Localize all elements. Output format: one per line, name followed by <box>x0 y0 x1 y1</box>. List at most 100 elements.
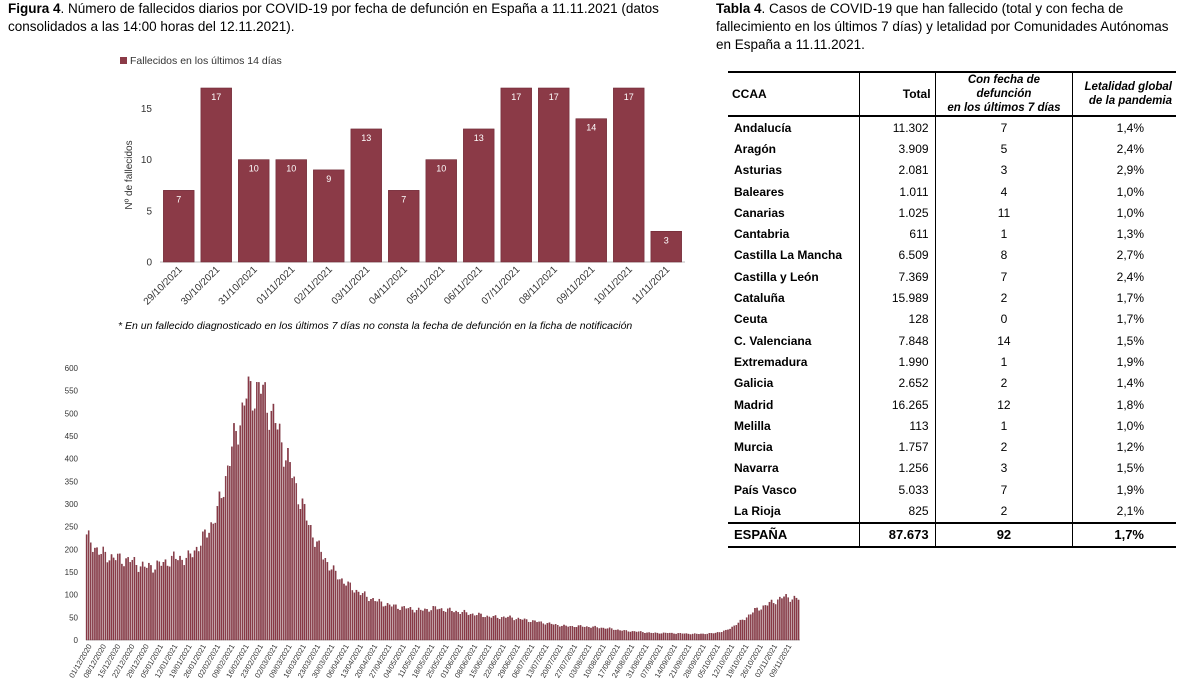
daily-bar <box>629 631 632 641</box>
table-caption-label: Tabla 4 <box>716 1 762 16</box>
daily-bar <box>610 628 613 641</box>
daily-bar <box>669 632 671 641</box>
cell-letalidad: 1,9% <box>1116 354 1144 369</box>
daily-bar <box>206 537 208 641</box>
daily-bar <box>461 612 464 641</box>
cell-ccaa: Murcia <box>728 436 861 458</box>
daily-bar <box>783 596 785 641</box>
daily-bar <box>523 618 526 641</box>
cell-ccaa: Canarias <box>728 202 861 224</box>
header-last7: Con fecha de defunción en los últimos 7 d… <box>935 72 1074 116</box>
x-tick-label: 04/11/2021 <box>367 264 410 307</box>
cell-letalidad: 1,5% <box>1116 461 1144 476</box>
daily-bar <box>766 605 769 641</box>
daily-bar <box>243 405 246 641</box>
x-tick-label: 09/11/2021 <box>555 264 598 307</box>
cell-last7: 1 <box>935 351 1074 373</box>
daily-bar <box>212 523 215 641</box>
daily-bar <box>428 611 430 641</box>
daily-bar <box>343 583 345 641</box>
daily-bar <box>160 565 163 641</box>
daily-bar <box>222 496 225 641</box>
figure-caption-label: Figura 4 <box>8 1 61 16</box>
data-label: 17 <box>624 92 634 102</box>
daily-bar <box>530 622 532 641</box>
daily-bar <box>540 621 542 641</box>
daily-bar <box>390 606 393 641</box>
daily-bar <box>473 615 476 641</box>
daily-bar <box>114 560 117 641</box>
daily-bar <box>432 606 435 641</box>
daily-bar <box>332 565 335 641</box>
cell-letalidad: 2,1% <box>1116 503 1144 518</box>
daily-bar <box>691 633 694 641</box>
cell-total: 2.081 <box>859 159 936 181</box>
daily-bar <box>646 632 648 641</box>
daily-bar <box>770 599 773 641</box>
daily-bar <box>658 633 661 641</box>
cell-last7: 12 <box>935 393 1074 416</box>
daily-bar <box>185 557 188 641</box>
x-tick-label: 07/11/2021 <box>480 264 523 307</box>
daily-bar <box>608 627 611 641</box>
daily-bar <box>762 605 765 641</box>
daily-bar <box>345 585 347 641</box>
daily-bar <box>258 382 260 641</box>
daily-bar <box>96 547 98 641</box>
daily-bar <box>650 632 652 641</box>
daily-bar <box>484 617 486 641</box>
bar <box>388 190 420 263</box>
daily-bar <box>492 616 495 641</box>
cell-ccaa: País Vasco <box>728 479 861 501</box>
daily-bar <box>723 630 725 641</box>
bar <box>650 230 682 263</box>
cell-last7: 5 <box>935 138 1074 160</box>
daily-bar <box>517 617 520 641</box>
daily-bar <box>532 620 534 641</box>
daily-bar <box>687 633 690 641</box>
bar <box>275 159 307 263</box>
x-tick-label: 06/11/2021 <box>442 264 485 307</box>
daily-bar <box>602 627 605 641</box>
daily-bar <box>249 381 252 641</box>
cell-ccaa: Castilla La Mancha <box>728 244 861 267</box>
table-row: La Rioja 825 2 2,1% <box>728 500 1176 523</box>
daily-bar <box>328 570 331 641</box>
daily-bar <box>527 621 530 641</box>
y-tick-label: 10 <box>141 155 153 166</box>
cell-ccaa: Cataluña <box>728 287 861 309</box>
daily-bar <box>407 608 410 641</box>
daily-bar <box>633 631 636 641</box>
cell-total: 1.011 <box>859 180 936 203</box>
daily-bar <box>720 632 723 641</box>
cell-last7: 0 <box>935 308 1074 330</box>
table-row: Cataluña 15.989 2 1,7% <box>728 287 1176 309</box>
daily-bar <box>291 478 293 641</box>
daily-bar <box>355 589 358 641</box>
daily-bar <box>596 627 598 641</box>
daily-bar <box>681 633 684 641</box>
daily-bar <box>758 610 760 641</box>
daily-bar <box>152 572 154 641</box>
daily-bar <box>204 529 206 641</box>
daily-bar <box>631 631 634 641</box>
daily-bar <box>278 423 281 641</box>
daily-bar <box>627 631 630 641</box>
table-row: Ceuta 128 0 1,7% <box>728 308 1176 330</box>
daily-bar <box>594 625 596 641</box>
daily-bar <box>600 627 603 641</box>
daily-bar <box>156 560 158 641</box>
daily-bar <box>272 403 275 641</box>
daily-bar <box>158 561 161 641</box>
daily-bar <box>108 560 111 641</box>
daily-bar <box>166 565 169 641</box>
x-tick-label: 11/11/2021 <box>630 264 672 306</box>
daily-bar <box>704 634 706 641</box>
daily-bar <box>648 632 650 641</box>
daily-bar <box>660 633 663 641</box>
daily-bar <box>774 604 777 641</box>
daily-bar <box>548 622 551 641</box>
daily-bar <box>405 608 408 641</box>
daily-bar <box>129 562 131 641</box>
daily-bar <box>287 448 289 641</box>
